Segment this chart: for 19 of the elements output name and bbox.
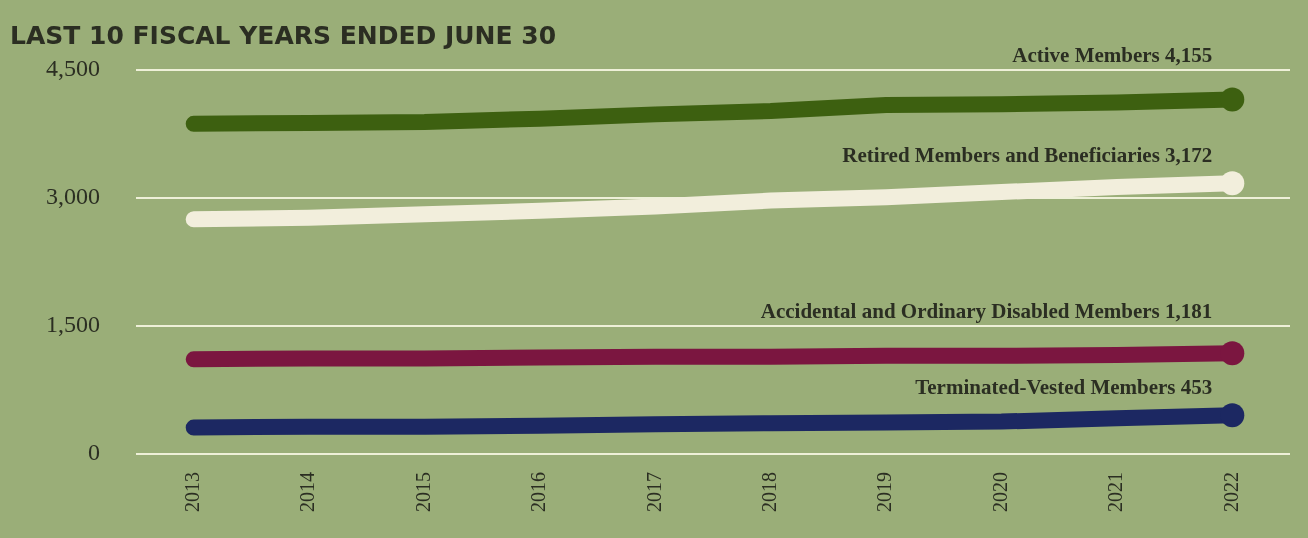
x-tick-label: 2014	[296, 472, 319, 512]
y-tick-label: 3,000	[46, 183, 100, 210]
x-tick-label: 2022	[1219, 472, 1242, 512]
y-tick-label: 1,500	[46, 311, 100, 338]
text: Accidental and Ordinary Disabled Members 1,181	[760, 298, 1213, 323]
x-tick-label: 2020	[988, 472, 1011, 512]
text: Terminated-Vested Members 453	[915, 375, 1213, 400]
x-tick-label: 2021	[1104, 472, 1127, 512]
x-tick-label: 2018	[757, 472, 780, 512]
x-tick-label: 2015	[411, 472, 434, 512]
chart-title: LAST 10 FISCAL YEARS ENDED JUNE 30	[10, 20, 557, 50]
text: Retired Members and Beneficiaries 3,172	[842, 143, 1213, 168]
text: Active Members 4,155	[1012, 42, 1213, 67]
x-tick-label: 2016	[527, 472, 550, 512]
x-tick-label: 2019	[873, 472, 896, 512]
x-tick-label: 2013	[180, 472, 203, 512]
x-tick-label: 2017	[642, 472, 665, 512]
y-tick-label: 4,500	[46, 55, 100, 82]
y-tick-label: 0	[88, 439, 100, 466]
